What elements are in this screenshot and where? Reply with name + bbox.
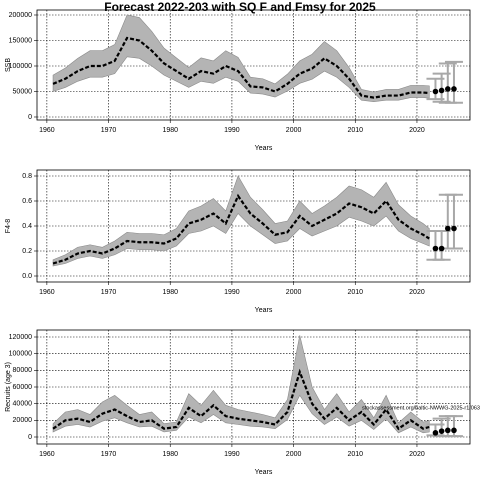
x-tick-label: 2010 (347, 127, 363, 134)
y-tick-label: 0.2 (22, 248, 32, 255)
annotation: stockassessment.org/baltic-NWWG-2025-r1/… (362, 405, 480, 411)
y-tick-label: 100000 (9, 351, 32, 358)
x-tick-label: 1970 (101, 451, 117, 458)
x-tick-label: 1990 (224, 127, 240, 134)
forecast-point (438, 245, 445, 252)
y-axis-label: SSB (5, 58, 12, 72)
forecast-point (432, 245, 439, 252)
forecast-point (432, 88, 439, 95)
forecast-point (432, 430, 439, 436)
y-tick-label: 50000 (13, 88, 33, 95)
confidence-band (52, 175, 430, 267)
x-tick-label: 1980 (162, 451, 178, 458)
y-tick-label: 60000 (13, 384, 33, 391)
x-tick-label: 1980 (162, 289, 178, 296)
y-tick-label: 0.0 (22, 273, 32, 280)
y-tick-label: 120000 (9, 334, 32, 341)
estimate-line (52, 193, 430, 265)
y-tick-label: 200000 (9, 12, 32, 19)
y-tick-label: 0 (28, 434, 32, 441)
x-tick-label: 1970 (101, 289, 117, 296)
y-tick-label: 100000 (9, 63, 32, 70)
y-tick-label: 0.6 (22, 198, 32, 205)
y-axis-label: F4-8 (5, 219, 12, 234)
forecast-point (451, 427, 457, 434)
x-tick-label: 1990 (224, 451, 240, 458)
forecast-point (451, 86, 457, 92)
forecast-point (438, 87, 445, 94)
estimate-line (52, 368, 430, 431)
figure-title: Forecast 2022-203 with SQ F and Fmsy for… (104, 0, 376, 14)
x-axis-label: Years (255, 307, 273, 314)
forecast-point (444, 427, 451, 434)
y-tick-label: 40000 (13, 401, 33, 408)
panel: 1960 1970 1980 1990 2000 2010 2020 0 20000 40000 6… (5, 329, 480, 476)
x-tick-label: 2010 (347, 451, 363, 458)
y-axis-label: Recruits (age 3) (5, 362, 12, 412)
y-tick-label: 80000 (13, 367, 33, 374)
y-tick-label: 0 (28, 114, 32, 121)
plot-frame (36, 9, 471, 121)
forecast-point (451, 225, 457, 232)
x-tick-label: 2020 (409, 127, 425, 134)
x-tick-label: 1960 (39, 289, 55, 296)
x-tick-label: 1970 (101, 127, 117, 134)
plot-frame (36, 329, 471, 445)
x-tick-label: 1960 (39, 127, 55, 134)
y-tick-label: 0.8 (22, 173, 32, 180)
x-axis-label: Years (255, 145, 273, 152)
estimate-line (52, 36, 430, 99)
x-tick-label: 2020 (409, 289, 425, 296)
x-tick-label: 2010 (347, 289, 363, 296)
x-tick-label: 2000 (286, 289, 302, 296)
x-axis-label: Years (255, 469, 273, 476)
x-tick-label: 2000 (286, 451, 302, 458)
forecast-point (444, 225, 451, 232)
y-tick-label: 150000 (9, 37, 32, 44)
confidence-band (52, 335, 430, 434)
panel: 1960 1970 1980 1990 2000 2010 2020 0.0 0.2 0.4 0.6… (5, 169, 471, 314)
x-tick-label: 1960 (39, 451, 55, 458)
forecast-point (444, 86, 451, 92)
y-tick-label: 20000 (13, 417, 33, 424)
x-tick-label: 1980 (162, 127, 178, 134)
x-tick-label: 2020 (409, 451, 425, 458)
x-tick-label: 1990 (224, 289, 240, 296)
confidence-band (52, 14, 430, 102)
plot-frame (36, 169, 471, 283)
panel: 1960 1970 1980 1990 2000 2010 2020 0 50000 100000… (5, 9, 471, 152)
x-tick-label: 2000 (286, 127, 302, 134)
y-tick-label: 0.4 (22, 223, 32, 230)
forecast-point (438, 428, 445, 434)
